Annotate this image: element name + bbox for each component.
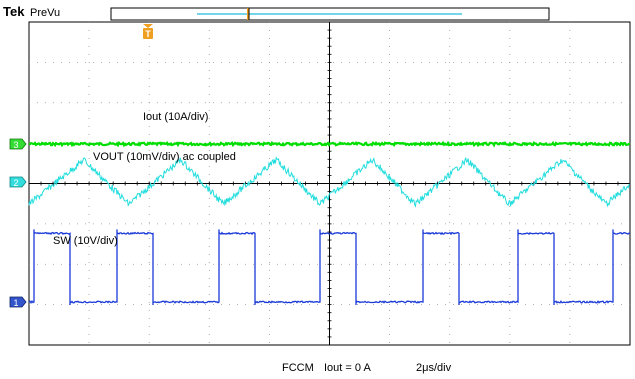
channel-3-marker[interactable]: 3	[9, 138, 27, 150]
trigger-arrow-icon	[143, 24, 153, 28]
footer-timebase: 2μs/div	[416, 362, 452, 374]
channel-3-marker-icon	[9, 138, 27, 150]
graticule	[28, 21, 631, 346]
sw-annotation: SW (10V/div)	[53, 235, 118, 247]
channel-2-marker[interactable]: 2	[9, 176, 27, 188]
channel-1-marker-label: 1	[13, 298, 18, 308]
channel-1-marker[interactable]: 1	[9, 296, 27, 308]
brand-label: Tek	[3, 4, 25, 19]
footer-mode: FCCM	[282, 362, 314, 374]
channel-2-marker-label: 2	[13, 178, 18, 188]
trace-iout	[28, 140, 631, 148]
channel-3-marker-label: 3	[13, 140, 18, 150]
trigger-badge	[143, 28, 153, 39]
trigger-label: T	[145, 29, 151, 39]
iout-annotation: Iout (10A/div)	[143, 111, 208, 123]
footer-condition: Iout = 0 A	[324, 362, 371, 374]
mode-label: PreVu	[30, 7, 60, 19]
record-position-marker	[247, 8, 249, 20]
channel-1-marker-icon	[9, 296, 27, 308]
vout-annotation: VOUT (10mV/div) ac coupled	[93, 151, 236, 163]
trace-layer	[28, 140, 631, 305]
trigger-marker[interactable]: T	[143, 24, 153, 39]
channel-2-marker-icon	[9, 176, 27, 188]
trace-sw	[28, 229, 630, 305]
trace-vout	[28, 156, 631, 208]
